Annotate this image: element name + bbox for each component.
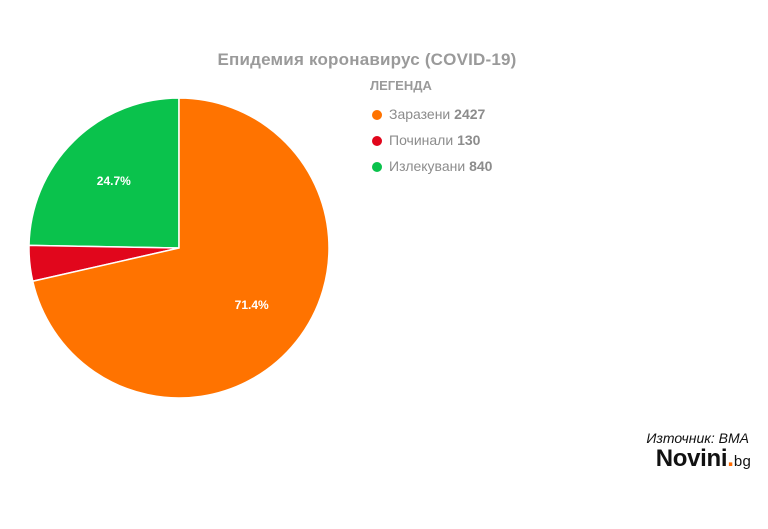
chart-title: Епидемия коронавирус (COVID-19): [217, 50, 517, 69]
legend-dot-recovered: [372, 162, 382, 172]
brand-tld: bg: [733, 453, 751, 470]
legend-label-deceased: Починали: [389, 132, 454, 148]
source-note: Източник: ВМА: [646, 430, 749, 446]
legend-value-infected: 2427: [454, 106, 486, 122]
legend-label-recovered: Излекувани: [389, 158, 466, 174]
legend-label-infected: Заразени: [389, 106, 451, 122]
legend: ЛЕГЕНДА Заразени 2427 Починали 130 Излек…: [368, 78, 492, 174]
legend-item-recovered[interactable]: Излекувани 840: [372, 158, 492, 174]
brand-name: Novini: [655, 445, 728, 472]
pie-label-infected: 71.4%: [235, 298, 269, 312]
legend-value-recovered: 840: [469, 158, 493, 174]
legend-dot-infected: [372, 110, 382, 120]
pie-label-recovered: 24.7%: [97, 174, 131, 188]
legend-item-deceased[interactable]: Починали 130: [372, 132, 480, 148]
brand-logo: Novini.bg: [656, 445, 751, 473]
legend-value-deceased: 130: [457, 132, 481, 148]
pie-slice-infected[interactable]: [31, 97, 330, 399]
legend-title: ЛЕГЕНДА: [370, 78, 432, 93]
legend-item-infected[interactable]: Заразени 2427: [372, 106, 485, 122]
brand-dot: .: [727, 445, 734, 472]
pie-slice-recovered[interactable]: [28, 97, 180, 249]
legend-dot-deceased: [372, 136, 382, 146]
